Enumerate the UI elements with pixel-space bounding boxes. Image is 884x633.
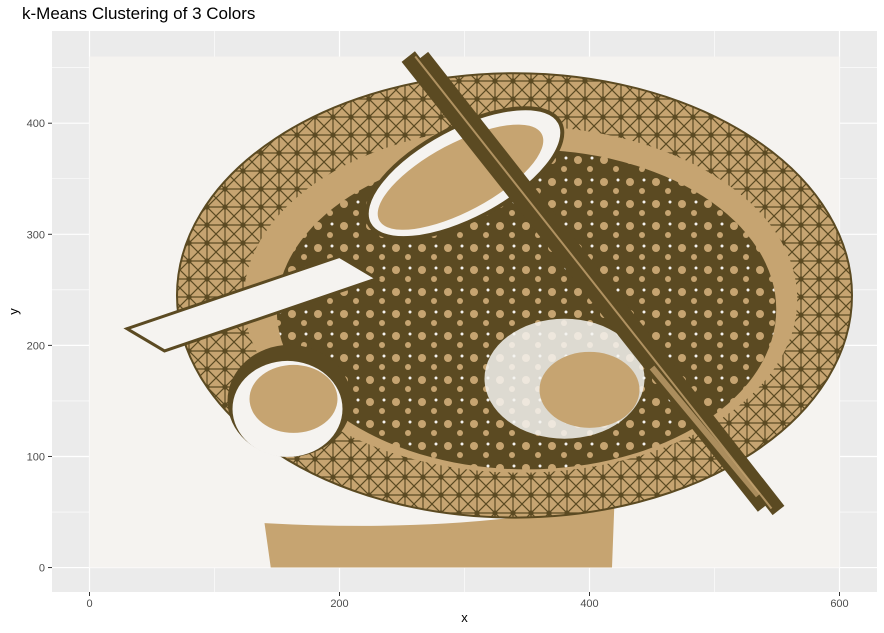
x-tick-label: 0 [86,598,92,610]
chart-title: k-Means Clustering of 3 Colors [22,4,256,23]
cluster-image [89,51,853,568]
chopstick-highlight [649,365,761,498]
x-axis-title: x [461,610,468,625]
chopstick-2 [416,51,785,516]
egg-yolk [249,364,338,433]
axes: 0 200 400 600 0 100 200 300 400 x y [6,118,849,625]
y-tick-label: 300 [27,229,45,241]
y-tick-label: 200 [27,340,45,352]
y-tick-label: 400 [27,118,45,130]
y-axis-title: y [6,308,21,315]
x-tick-label: 400 [580,598,598,610]
spoon-handle [123,254,381,353]
x-tick-label: 600 [830,598,848,610]
broth-center [539,351,640,428]
y-tick-label: 100 [27,451,45,463]
chopstick-gap [414,55,773,510]
y-tick-label: 0 [39,563,45,575]
x-tick-label: 200 [330,598,348,610]
